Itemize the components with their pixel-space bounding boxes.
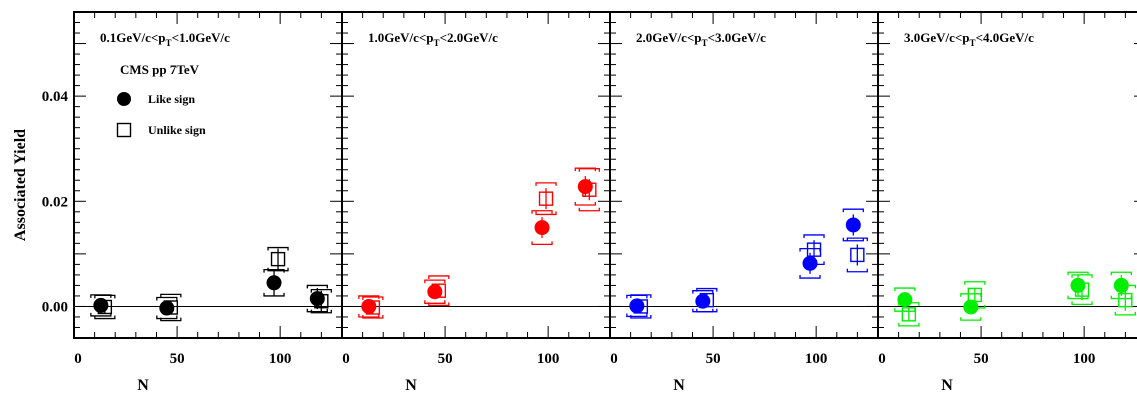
like-sign-point [629, 298, 645, 314]
like-sign-point [159, 300, 175, 316]
x-tick-label: 50 [438, 351, 453, 367]
like-sign-sys-bracket [1110, 271, 1132, 300]
like-sign-point [1070, 277, 1086, 293]
x-tick-label: 50 [170, 351, 185, 367]
legend-unlike-label: Unlike sign [148, 123, 206, 137]
y-tick-label: 0.04 [42, 89, 69, 105]
panel-frame [877, 11, 1137, 339]
like-sign-sys-bracket [894, 287, 916, 312]
unlike-sign-point [901, 307, 917, 322]
x-tick-label: 100 [537, 351, 560, 367]
like-sign-point [897, 292, 913, 308]
panel-4: 0 50 100 N 3.0GeV/c<pT<4.0GeV/c [877, 11, 1137, 394]
x-axis-title: N [137, 377, 149, 394]
unlike-sign-point [1118, 292, 1133, 308]
panel-title: 0.1GeV/c<pT<1.0GeV/c [100, 30, 230, 48]
like-sign-point [309, 291, 325, 307]
x-tick-label: 100 [805, 351, 828, 367]
unlike-sign-point [850, 247, 865, 263]
panel-frame [341, 11, 611, 339]
x-tick-label: 100 [269, 351, 292, 367]
legend-system: CMS pp 7TeV [120, 62, 200, 77]
panel-title: 1.0GeV/c<pT<2.0GeV/c [368, 30, 498, 48]
panel-frame [609, 11, 879, 339]
like-sign-point [1113, 277, 1129, 293]
like-sign-sys-bracket [531, 210, 553, 246]
x-tick-label: 50 [974, 351, 989, 367]
unlike-sign-sys-bracket [1071, 274, 1093, 305]
panel-title: 3.0GeV/c<pT<4.0GeV/c [904, 30, 1034, 48]
x-tick-label: 0 [342, 351, 350, 367]
like-sign-sys-bracket [358, 295, 380, 318]
panel-title: 2.0GeV/c<pT<3.0GeV/c [636, 30, 766, 48]
like-sign-point [361, 298, 377, 314]
like-sign-sys-bracket [306, 284, 328, 313]
like-sign-sys-bracket [90, 294, 112, 317]
panel-2: 0 50 100 N 1.0GeV/c<pT<2.0GeV/c [341, 11, 611, 394]
x-axis-title: N [673, 377, 685, 394]
panel-3: 0 50 100 N 2.0GeV/c<pT<3.0GeV/c [609, 11, 879, 394]
like-sign-sys-bracket [692, 290, 714, 313]
like-sign-sys-bracket [424, 279, 446, 304]
like-sign-point [695, 293, 711, 309]
like-sign-point [534, 220, 550, 236]
like-sign-point [93, 297, 109, 313]
legend-unlike-marker [116, 122, 132, 138]
like-sign-sys-bracket [574, 167, 596, 206]
x-tick-label: 0 [610, 351, 618, 367]
like-sign-sys-bracket [156, 296, 178, 320]
like-sign-point [802, 255, 818, 271]
panel-frame [73, 11, 343, 339]
like-sign-point [266, 275, 282, 291]
like-sign-point [577, 179, 593, 195]
x-tick-label: 100 [1073, 351, 1096, 367]
unlike-sign-point [538, 191, 554, 206]
panel-1: 0 50 100 N 0.1GeV/c<pT<1.0GeV/c [73, 11, 343, 394]
unlike-sign-sys-bracket [846, 237, 868, 273]
unlike-sign-point [270, 251, 286, 267]
like-sign-sys-bracket [960, 293, 982, 321]
x-axis-title: N [405, 377, 417, 394]
x-tick-label: 0 [878, 351, 886, 367]
y-tick-label: 0.02 [42, 194, 68, 210]
like-sign-sys-bracket [1067, 271, 1089, 300]
x-axis-title: N [941, 377, 953, 394]
unlike-sign-sys-bracket [535, 182, 557, 216]
like-sign-sys-bracket [842, 208, 864, 242]
like-sign-sys-bracket [626, 294, 648, 318]
x-tick-label: 0 [74, 351, 82, 367]
legend-like-marker [117, 92, 131, 106]
y-axis-title: Associated Yield [12, 129, 29, 241]
legend-like-label: Like sign [148, 92, 195, 106]
like-sign-sys-bracket [799, 247, 821, 279]
like-sign-point [427, 284, 443, 300]
legend: CMS pp 7TeV Like sign Unlike sign [116, 62, 206, 138]
x-tick-label: 50 [706, 351, 721, 367]
like-sign-point [963, 299, 979, 315]
like-sign-point [845, 217, 861, 233]
y-tick-label: 0.00 [42, 299, 68, 315]
